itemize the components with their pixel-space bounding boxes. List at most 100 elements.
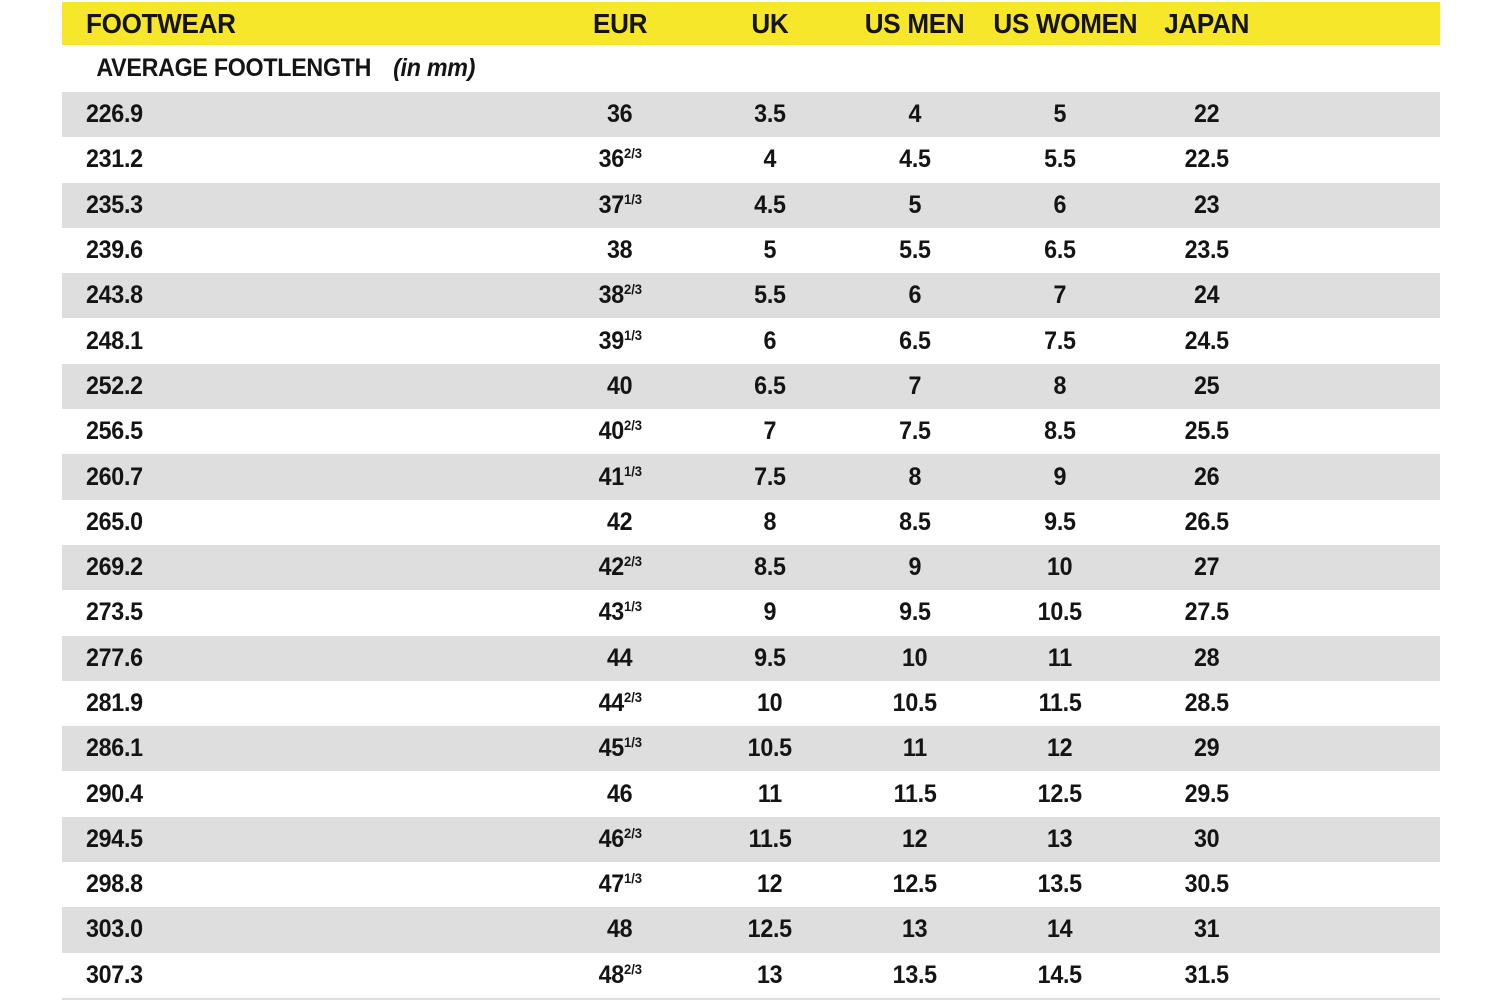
cell-uk: 3.5 (754, 100, 786, 129)
eur-fraction-superscript: 1/3 (623, 734, 642, 751)
cell-us-men: 9.5 (899, 598, 931, 627)
cell-japan: 25 (1194, 371, 1220, 400)
cell-eur: 442/3 (598, 689, 642, 717)
column-header-uk: UK (751, 7, 789, 39)
cell-footlength-mm: 226.9 (86, 100, 143, 129)
cell-us-men: 6.5 (899, 326, 931, 355)
cell-footlength-mm: 298.8 (86, 870, 143, 899)
cell-japan: 30 (1194, 824, 1220, 853)
cell-us-men: 8.5 (899, 507, 931, 536)
table-row: 286.1 451/3 10.5 11 12 29 (62, 726, 1440, 772)
table-row: 277.6 44 9.5 10 11 28 (62, 635, 1440, 681)
cell-footlength-mm: 256.5 (86, 417, 143, 446)
cell-us-women: 11.5 (1038, 689, 1082, 717)
cell-eur: 38 (607, 236, 633, 265)
cell-footlength-mm: 239.6 (86, 236, 143, 265)
cell-us-women: 11 (1047, 643, 1073, 672)
cell-japan: 26.5 (1184, 507, 1230, 536)
eur-fraction-superscript: 1/3 (623, 190, 642, 207)
eur-fraction-superscript: 1/3 (623, 870, 642, 887)
cell-us-women: 7.5 (1044, 326, 1076, 355)
cell-us-men: 8 (908, 462, 922, 491)
column-header-eur: EUR (592, 7, 648, 39)
cell-eur: 411/3 (598, 462, 642, 491)
cell-uk: 9 (763, 598, 777, 627)
cell-japan: 22 (1194, 100, 1220, 129)
table-row: 248.1 391/3 6 6.5 7.5 24.5 (62, 318, 1440, 364)
cell-us-women: 12 (1047, 734, 1073, 763)
table-row: 243.8 382/3 5.5 6 7 24 (62, 273, 1440, 319)
table-row: 298.8 471/3 12 12.5 13.5 30.5 (62, 862, 1440, 908)
cell-eur: 402/3 (598, 417, 642, 446)
cell-footlength-mm: 269.2 (86, 553, 143, 582)
cell-eur: 42 (607, 507, 633, 536)
table-row: 265.0 42 8 8.5 9.5 26.5 (62, 499, 1440, 545)
table-body: 226.9 36 3.5 4 5 22 231.2 362/3 4 4.5 5.5 22.5 235.3… (62, 92, 1440, 998)
cell-footlength-mm: 290.4 (86, 779, 143, 808)
cell-eur: 391/3 (598, 326, 642, 355)
cell-uk: 4.5 (754, 190, 786, 219)
cell-us-men: 10.5 (892, 689, 938, 717)
cell-eur: 48 (607, 915, 633, 944)
table-row: 307.3 482/3 13 13.5 14.5 31.5 (62, 952, 1440, 998)
cell-us-women: 13.5 (1037, 870, 1083, 899)
cell-uk: 10 (757, 689, 783, 717)
eur-fraction-superscript: 2/3 (623, 417, 642, 434)
column-header-us-women: US WOMEN (993, 7, 1138, 39)
cell-japan: 29.5 (1184, 779, 1230, 808)
cell-footlength-mm: 307.3 (86, 960, 143, 989)
cell-eur: 44 (607, 643, 633, 672)
cell-uk: 11.5 (748, 824, 792, 853)
cell-japan: 23 (1194, 190, 1220, 219)
cell-us-men: 6 (908, 281, 922, 310)
eur-fraction-superscript: 2/3 (623, 689, 642, 705)
cell-eur: 451/3 (598, 734, 642, 763)
cell-uk: 8.5 (754, 553, 786, 582)
eur-fraction-superscript: 1/3 (623, 462, 642, 479)
cell-us-women: 8 (1053, 371, 1067, 400)
cell-uk: 6 (763, 326, 777, 355)
cell-us-women: 5.5 (1044, 145, 1076, 174)
cell-uk: 10.5 (747, 734, 793, 763)
cell-us-men: 7 (908, 371, 922, 400)
cell-us-women: 9.5 (1044, 507, 1076, 536)
cell-footlength-mm: 265.0 (86, 507, 143, 536)
cell-japan: 22.5 (1184, 145, 1230, 174)
cell-uk: 7 (763, 417, 777, 446)
table-row: 269.2 422/3 8.5 9 10 27 (62, 544, 1440, 591)
table-row: 226.9 36 3.5 4 5 22 (62, 92, 1440, 138)
cell-footlength-mm: 243.8 (86, 281, 143, 310)
table-row: 231.2 362/3 4 4.5 5.5 22.5 (62, 137, 1440, 183)
cell-eur: 462/3 (598, 824, 642, 853)
column-header-japan: JAPAN (1164, 7, 1250, 39)
cell-eur: 46 (607, 779, 633, 808)
subheader-label: AVERAGE FOOTLENGTH (96, 54, 372, 82)
cell-eur: 36 (607, 100, 633, 129)
cell-eur: 471/3 (598, 870, 642, 899)
table-row: 273.5 431/3 9 9.5 10.5 27.5 (62, 590, 1440, 636)
cell-footlength-mm: 277.6 (86, 643, 143, 672)
cell-us-women: 12.5 (1037, 779, 1083, 808)
column-header-footwear: FOOTWEAR (86, 7, 236, 39)
eur-fraction-superscript: 2/3 (623, 960, 642, 977)
cell-us-women: 14 (1047, 915, 1073, 944)
cell-footlength-mm: 281.9 (86, 689, 143, 717)
table-row: 303.0 48 12.5 13 14 31 (62, 907, 1440, 953)
subheader-unit: (in mm) (392, 54, 475, 82)
cell-uk: 5 (763, 236, 777, 265)
cell-uk: 9.5 (754, 643, 786, 672)
cell-us-men: 5.5 (899, 236, 931, 265)
cell-japan: 29 (1194, 734, 1220, 763)
cell-us-women: 5 (1053, 100, 1067, 129)
size-chart-table: FOOTWEAR EUR UK US MEN US WOMEN JAPAN AVERAGE… (62, 2, 1440, 1000)
cell-footlength-mm: 252.2 (86, 371, 143, 400)
cell-uk: 4 (763, 145, 777, 174)
cell-us-women: 14.5 (1037, 960, 1083, 989)
cell-us-women: 7 (1053, 281, 1067, 310)
cell-eur: 382/3 (598, 281, 642, 310)
cell-us-women: 6.5 (1044, 236, 1076, 265)
cell-uk: 8 (763, 507, 777, 536)
cell-uk: 6.5 (754, 371, 786, 400)
cell-us-men: 4.5 (899, 145, 931, 174)
cell-us-men: 5 (908, 190, 922, 219)
